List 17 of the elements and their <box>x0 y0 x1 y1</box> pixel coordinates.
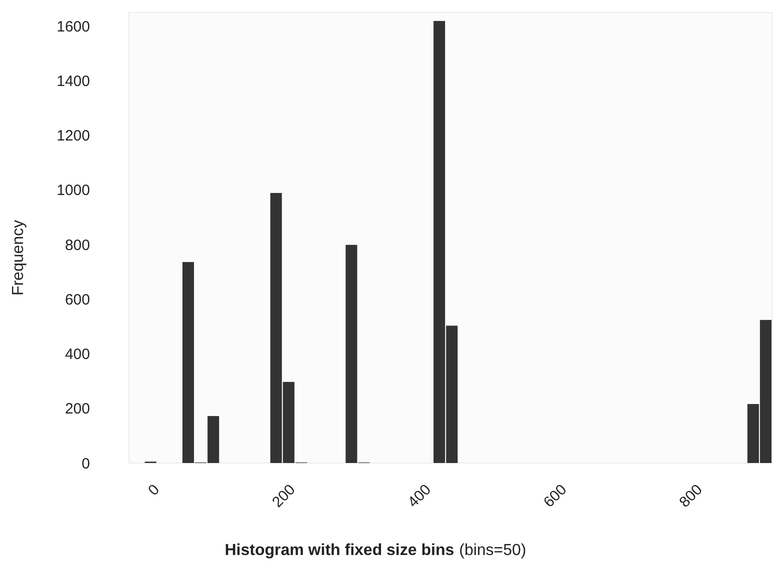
y-tick-label: 600 <box>64 291 90 308</box>
y-tick-label: 0 <box>82 455 90 472</box>
y-tick-label: 200 <box>64 400 90 418</box>
y-tick-label: 400 <box>64 346 90 364</box>
text: Histogram with fixed size bins <box>224 542 454 559</box>
y-tick-label: 1000 <box>56 182 90 200</box>
x-tick-label: 800 <box>676 481 706 511</box>
x-tick-label: 600 <box>540 481 570 511</box>
y-tick-label: 800 <box>64 236 90 254</box>
text: (bins=50) <box>459 542 526 559</box>
x-tick-label: 400 <box>404 481 434 511</box>
x-tick-label: 200 <box>269 481 299 511</box>
y-tick-label: 1200 <box>56 128 90 145</box>
y-tick-label: 1600 <box>56 18 90 36</box>
x-tick-label: 0 <box>145 481 164 500</box>
y-axis-title: Frequency <box>10 220 27 296</box>
y-tick-label: 1400 <box>56 73 90 90</box>
